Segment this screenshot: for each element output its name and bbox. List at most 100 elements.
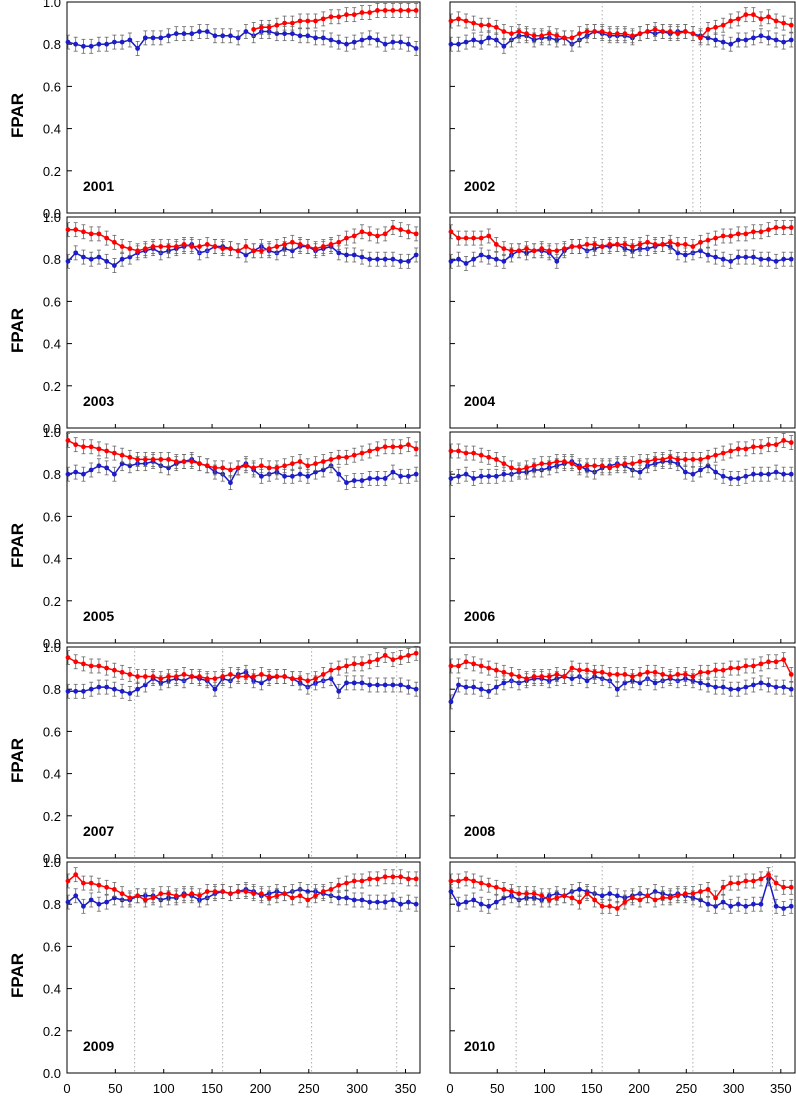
red-point bbox=[561, 893, 567, 899]
panel-2001: 0.0 0.2 0.4 0.6 0.8 1.0 FPAR 2001 bbox=[8, 0, 421, 221]
y-tick-label: 0.2 bbox=[43, 809, 61, 824]
red-point bbox=[584, 667, 590, 673]
blue-point bbox=[607, 891, 613, 897]
red-point bbox=[73, 442, 79, 448]
x-tick-label: 350 bbox=[395, 1081, 417, 1096]
red-point bbox=[212, 465, 218, 471]
x-tick-label: 200 bbox=[250, 1081, 272, 1096]
blue-point bbox=[788, 256, 794, 262]
red-point bbox=[622, 899, 628, 905]
red-point bbox=[104, 665, 110, 671]
year-label: 2007 bbox=[83, 823, 114, 839]
blue-point bbox=[614, 893, 620, 899]
blue-point bbox=[375, 899, 380, 905]
blue-point bbox=[398, 39, 404, 45]
red-point bbox=[65, 227, 71, 233]
red-point bbox=[743, 446, 749, 452]
red-point bbox=[493, 24, 499, 30]
red-point bbox=[735, 446, 741, 452]
y-tick-label: 0.4 bbox=[43, 337, 61, 352]
red-point bbox=[788, 672, 794, 677]
red-point bbox=[390, 657, 396, 663]
red-point bbox=[243, 889, 249, 894]
blue-point bbox=[456, 682, 461, 688]
red-point bbox=[539, 674, 545, 679]
blue-point bbox=[204, 29, 210, 34]
blue-point bbox=[493, 256, 499, 262]
red-point bbox=[698, 35, 703, 41]
red-point bbox=[88, 663, 94, 669]
red-point bbox=[251, 674, 257, 679]
red-point bbox=[531, 891, 537, 897]
red-point bbox=[150, 457, 156, 462]
blue-point bbox=[788, 903, 794, 909]
blue-point bbox=[382, 41, 388, 47]
year-label: 2010 bbox=[464, 1038, 495, 1054]
blue-point bbox=[413, 252, 419, 258]
red-point bbox=[456, 663, 461, 669]
blue-point bbox=[336, 39, 342, 45]
blue-point bbox=[127, 691, 133, 696]
blue-point bbox=[135, 46, 141, 51]
blue-point bbox=[367, 476, 373, 481]
red-point bbox=[569, 461, 575, 467]
red-point bbox=[351, 12, 357, 18]
red-point bbox=[282, 20, 288, 26]
red-line bbox=[67, 873, 417, 901]
red-point bbox=[652, 897, 658, 903]
red-point bbox=[751, 229, 756, 235]
red-point bbox=[478, 880, 484, 886]
red-point bbox=[531, 463, 537, 469]
blue-point bbox=[336, 895, 342, 901]
blue-point bbox=[127, 37, 133, 43]
red-point bbox=[375, 233, 380, 239]
red-point bbox=[463, 235, 469, 241]
blue-point bbox=[390, 39, 396, 45]
red-point bbox=[728, 665, 734, 671]
red-point bbox=[554, 895, 560, 901]
red-point bbox=[531, 248, 537, 254]
red-point bbox=[313, 18, 318, 24]
red-point bbox=[705, 237, 711, 243]
blue-point bbox=[359, 37, 365, 43]
red-point bbox=[197, 674, 202, 679]
blue-point bbox=[493, 899, 499, 905]
blue-point bbox=[720, 684, 726, 690]
red-point bbox=[258, 24, 264, 30]
x-tick-label: 100 bbox=[534, 1081, 556, 1096]
red-point bbox=[577, 244, 582, 249]
red-point bbox=[344, 880, 349, 886]
red-point bbox=[584, 242, 590, 247]
red-point bbox=[614, 31, 620, 37]
red-point bbox=[713, 667, 719, 673]
blue-point bbox=[96, 463, 102, 469]
blue-point bbox=[788, 471, 794, 477]
red-point bbox=[531, 674, 537, 679]
red-point bbox=[305, 18, 311, 24]
panel-2004: 2004 bbox=[448, 216, 796, 429]
red-point bbox=[728, 880, 734, 886]
red-point bbox=[135, 674, 141, 679]
blue-point bbox=[705, 682, 711, 688]
red-point bbox=[645, 459, 650, 464]
year-label: 2004 bbox=[464, 393, 495, 409]
y-tick-label: 0.0 bbox=[43, 421, 61, 436]
red-point bbox=[398, 444, 404, 450]
blue-point bbox=[390, 897, 396, 903]
blue-point bbox=[713, 684, 719, 690]
blue-point bbox=[652, 680, 658, 686]
plot-frame bbox=[66, 216, 421, 429]
red-point bbox=[539, 33, 545, 39]
y-axis-title: FPAR bbox=[8, 738, 27, 783]
blue-point bbox=[728, 476, 734, 481]
blue-point bbox=[773, 684, 779, 690]
red-point bbox=[781, 884, 787, 890]
blue-point bbox=[367, 256, 373, 262]
y-axis-title: FPAR bbox=[8, 308, 27, 353]
red-point bbox=[448, 663, 454, 669]
red-point bbox=[204, 676, 210, 682]
red-point bbox=[675, 672, 681, 677]
red-point bbox=[766, 872, 771, 878]
red-point bbox=[251, 248, 257, 254]
y-tick-label: 0.6 bbox=[43, 79, 61, 94]
